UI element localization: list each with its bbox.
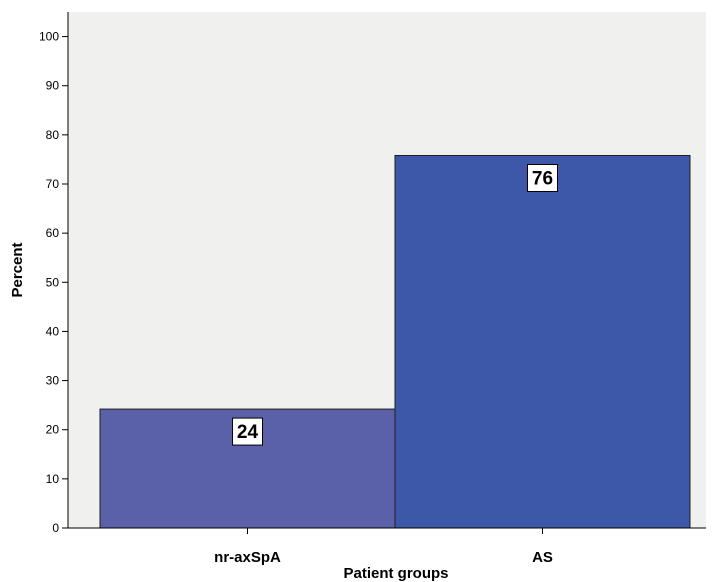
x-axis-title: Patient groups [343,565,448,582]
y-tick-label: 0 [52,521,59,535]
y-tick-label: 60 [46,226,60,240]
y-tick-label: 20 [46,423,60,437]
x-tick-label: nr-axSpA [214,549,281,566]
data-label: 76 [532,168,553,189]
x-tick-label: AS [532,549,553,566]
y-tick-label: 100 [39,30,59,44]
data-label-box [527,163,558,192]
y-axis-title: Percent [9,242,26,297]
y-tick-label: 50 [46,275,60,289]
data-label-box [232,417,263,446]
bar [394,154,691,529]
y-tick-label: 30 [46,374,60,388]
y-tick-label: 40 [46,324,60,338]
y-tick-label: 70 [46,177,60,191]
x-axis: nr-axSpA AS [68,527,706,566]
y-tick-label: 10 [46,472,60,486]
data-label: 24 [237,422,259,443]
y-tick-label: 90 [46,79,60,93]
y-axis: 0 10 20 30 40 50 60 70 80 90 100 [39,12,69,535]
bars: 24 76 [99,154,691,529]
y-tick-label: 80 [46,128,60,142]
